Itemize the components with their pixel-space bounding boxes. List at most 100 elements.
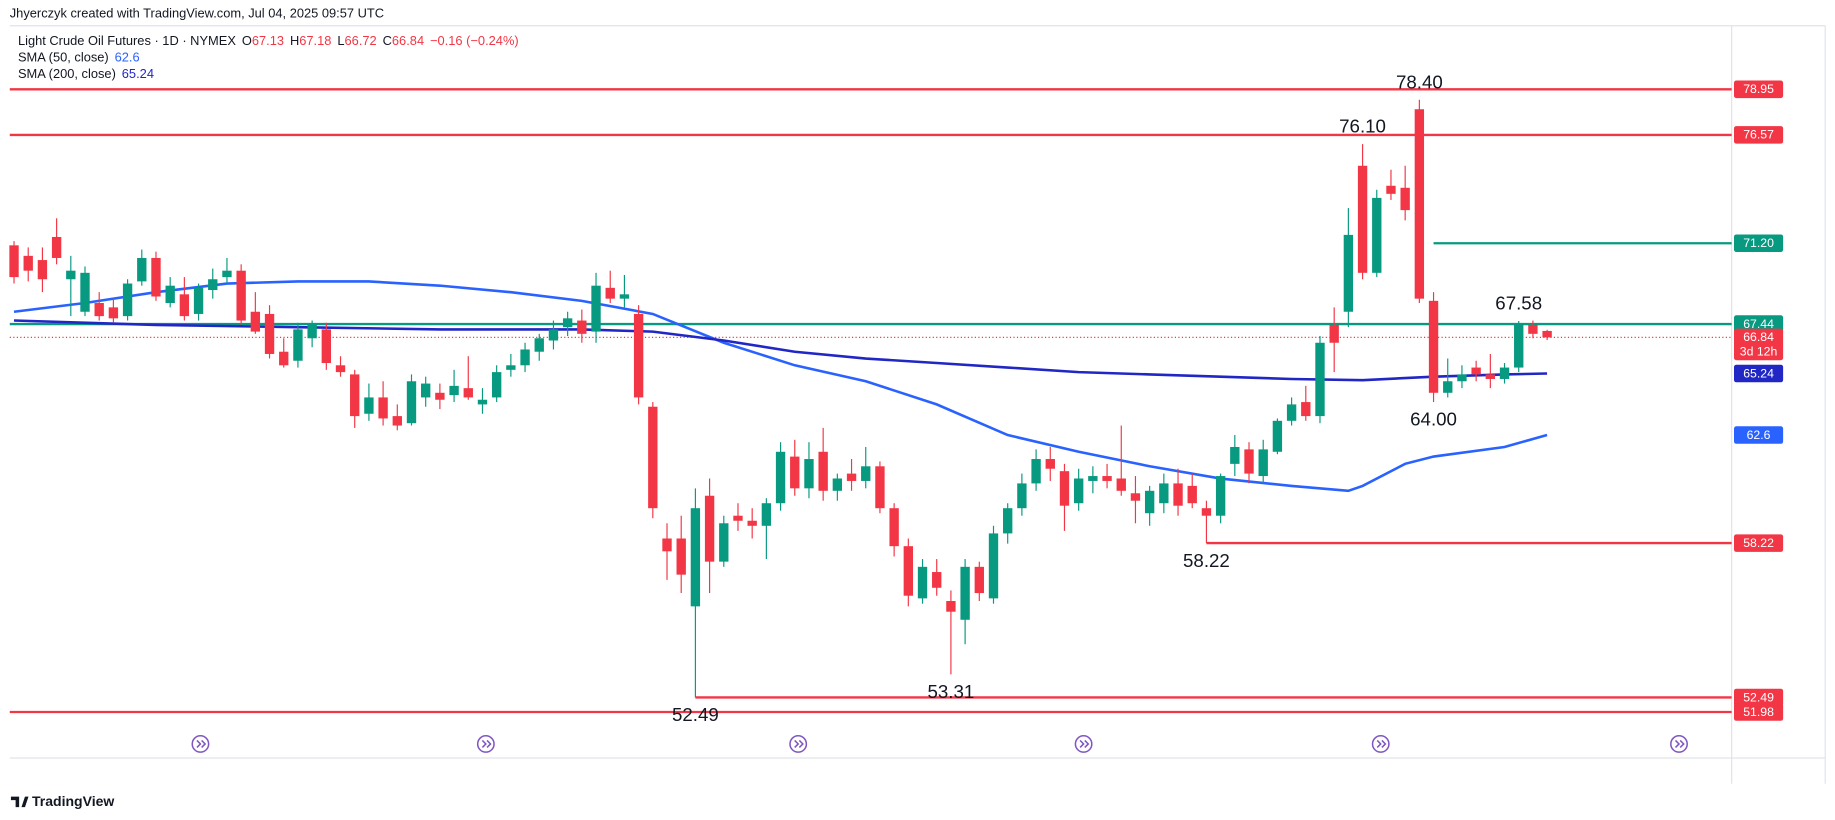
candles [9,99,1552,698]
level-tag: 51.98 [1743,705,1774,719]
price-annotation: 52.49 [672,704,719,725]
candle-body [1187,485,1197,504]
candle-body [236,270,246,321]
candle-body [1414,109,1425,299]
price-annotation: 76.10 [1339,116,1386,137]
candle-body [1003,508,1013,534]
sma-line [13,319,1548,382]
candle-body [350,374,360,417]
candle-body [1499,367,1510,379]
candle-body [1443,381,1453,393]
candle-body [264,313,275,354]
candle-body [9,245,19,278]
candle-body [577,320,587,334]
candle-body [1428,300,1439,393]
event-icon [476,735,495,753]
candle-body [1400,187,1410,211]
candle-body [1116,478,1126,491]
candle-body [960,566,970,620]
candle-body [846,473,857,481]
candle-body [1244,449,1254,474]
candle-body [591,285,601,332]
level-tag: 58.22 [1743,536,1774,550]
price-annotation: 58.22 [1183,550,1230,571]
candle-body [917,566,928,599]
candle-body [605,287,615,299]
low-value: 66.72 [345,34,377,49]
candle-body [861,466,871,481]
level-tag-bg [1733,234,1784,253]
candle-body [421,383,431,398]
sma-name: SMA (50, close) [18,50,109,65]
ohlc-prefix: C [383,34,392,49]
candle-body [704,495,715,562]
candle-body [520,349,530,366]
level-tag-bg [1733,80,1784,99]
candle-body [690,508,701,607]
candle-body [733,515,743,521]
symbol: Light Crude Oil Futures · 1D · NYMEX [18,34,236,49]
candle-body [1073,478,1084,504]
candle-body [719,523,729,562]
candle-body [1542,330,1552,338]
candle-body [1272,420,1283,452]
sma-value: 62.6 [115,50,140,65]
candle-body [818,451,828,491]
candle-body [1088,476,1098,481]
event-icon [1670,735,1688,753]
level-tag: 76.57 [1743,128,1774,142]
candle-body [1286,404,1297,421]
candle-body [562,318,573,328]
candle-body [1045,459,1055,469]
indicators [13,280,1548,493]
level-tag-bg [1733,688,1784,707]
sma-value: 65.24 [122,66,154,81]
candle-body [51,236,62,258]
candle-body [1031,459,1041,484]
candle-body [1315,342,1325,417]
candle-body [222,270,232,278]
candle-body [1372,197,1382,273]
candle-body [648,406,658,509]
level-tag: 78.95 [1743,82,1774,96]
candle-body [804,459,814,489]
candle-body [1329,324,1339,343]
candle-body [122,283,133,317]
candle-body [491,372,502,398]
candle-body [378,397,388,419]
event-icon [1074,735,1093,753]
sma-tag-bg [1733,364,1784,383]
candle-body [875,466,885,509]
candle-body [37,260,48,280]
price-annotation: 64.00 [1410,409,1457,430]
candle-body [889,508,899,547]
candle-body [137,257,147,282]
candle-body [974,566,984,594]
legend-sma: SMA (200, close) 65.24 [18,66,154,81]
candle-body [477,399,488,405]
price-annotation: 67.58 [1495,293,1542,314]
countdown: 3d 12h [1740,344,1778,358]
candle-body [1230,446,1240,464]
candle-body [1301,402,1311,417]
candle-body [747,520,757,526]
candle-body [676,538,686,575]
candle-body [1201,508,1212,516]
sma-tag-bg [1733,426,1784,444]
ohlc-prefix: H [290,34,299,49]
candle-body [1215,476,1226,516]
candle-body [932,572,942,588]
candle-body [293,329,303,361]
candle-body [903,546,914,596]
level-tag: 52.49 [1743,690,1774,704]
level-tag-bg [1733,315,1784,333]
candle-body [179,294,190,317]
event-icon [789,735,808,753]
candle-body [208,279,218,290]
level-tag-bg [1733,534,1784,552]
change: −0.16 (−0.24%) [430,34,519,49]
candle-body [108,307,119,319]
